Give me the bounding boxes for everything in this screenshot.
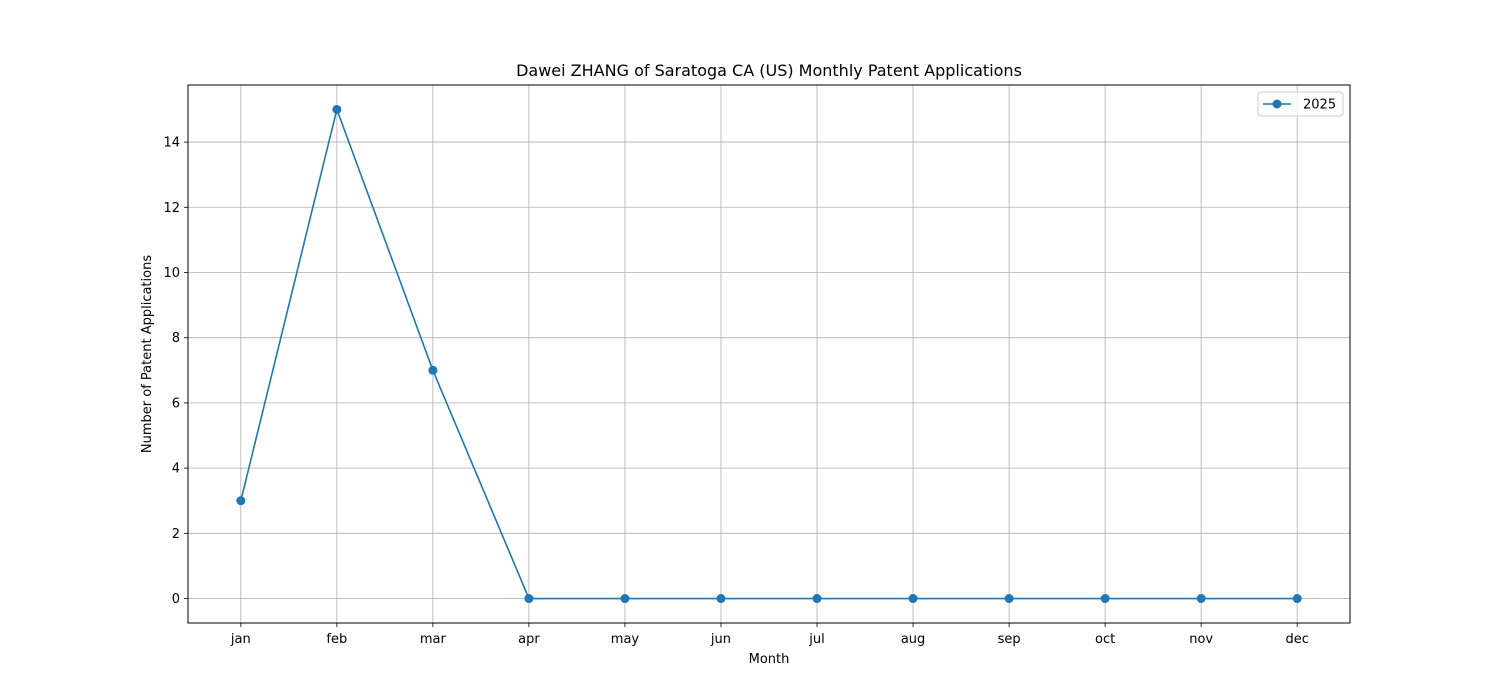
x-tick-label-nov: nov [1189, 632, 1213, 647]
legend-entry-2025: 2025 [1303, 98, 1336, 113]
legend: 2025 [1258, 92, 1343, 116]
x-tick-label-aug: aug [901, 632, 925, 647]
x-tick-label-jun: jun [710, 632, 731, 647]
y-tick-label-10: 10 [163, 266, 180, 281]
y-tick-label-12: 12 [163, 201, 180, 216]
y-axis-label: Number of Patent Applications [140, 255, 155, 453]
y-tick-label-4: 4 [172, 462, 180, 477]
data-point-mar [428, 366, 437, 375]
x-tick-label-sep: sep [998, 632, 1021, 647]
legend-marker [1273, 100, 1282, 109]
x-tick-label-may: may [611, 632, 640, 647]
data-point-jan [236, 496, 245, 505]
y-tick-label-6: 6 [172, 396, 180, 411]
x-tick-label-jan: jan [230, 632, 251, 647]
data-point-jul [813, 594, 822, 603]
data-point-aug [909, 594, 918, 603]
data-point-sep [1005, 594, 1014, 603]
x-axis-label: Month [749, 652, 790, 667]
x-tick-label-oct: oct [1095, 632, 1115, 647]
chart-title: Dawei ZHANG of Saratoga CA (US) Monthly … [516, 61, 1022, 80]
data-point-feb [332, 105, 341, 114]
data-point-apr [524, 594, 533, 603]
x-tick-label-dec: dec [1285, 632, 1308, 647]
y-tick-label-8: 8 [172, 331, 180, 346]
y-tick-label-2: 2 [172, 527, 180, 542]
data-point-jun [716, 594, 725, 603]
data-point-may [620, 594, 629, 603]
x-tick-label-apr: apr [518, 632, 540, 647]
x-tick-label-jul: jul [808, 632, 824, 647]
data-point-nov [1197, 594, 1206, 603]
x-tick-label-mar: mar [420, 632, 447, 647]
y-tick-label-0: 0 [172, 592, 180, 607]
data-point-oct [1101, 594, 1110, 603]
data-point-dec [1293, 594, 1302, 603]
y-tick-label-14: 14 [163, 136, 180, 151]
x-tick-label-feb: feb [326, 632, 347, 647]
